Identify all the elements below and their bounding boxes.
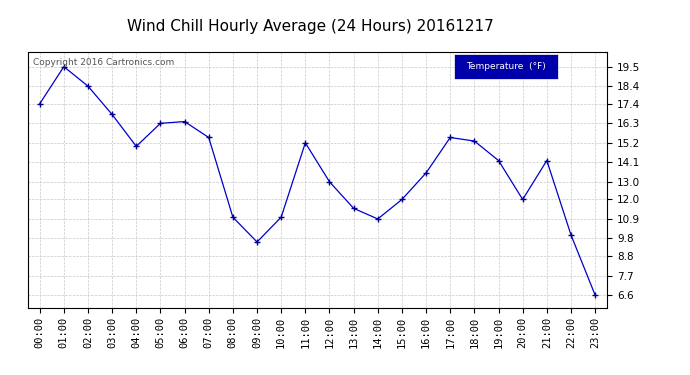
Text: Copyright 2016 Cartronics.com: Copyright 2016 Cartronics.com — [33, 58, 175, 67]
Text: Wind Chill Hourly Average (24 Hours) 20161217: Wind Chill Hourly Average (24 Hours) 201… — [127, 19, 494, 34]
Text: Temperature  (°F): Temperature (°F) — [466, 62, 546, 71]
Bar — [453, 54, 558, 79]
